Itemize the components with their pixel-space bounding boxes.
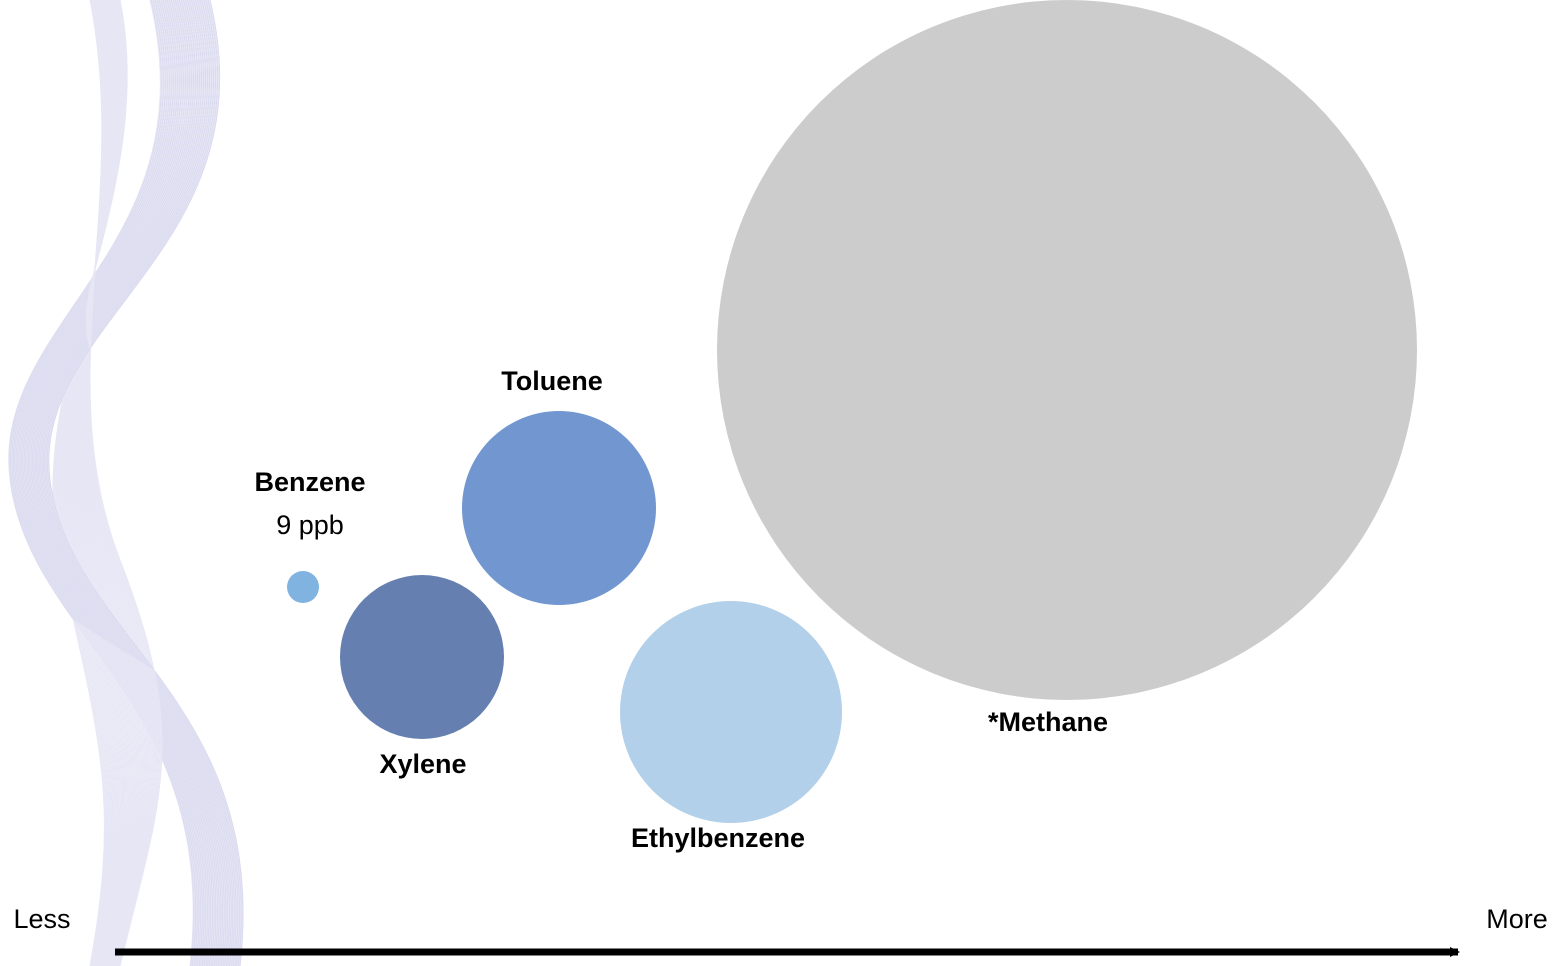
wave-line — [44, 0, 239, 966]
wave-line — [40, 0, 234, 966]
background-waves — [8, 0, 244, 966]
wave-line — [44, 0, 240, 966]
wave-line — [19, 0, 208, 966]
node-label: Ethylbenzene — [631, 823, 805, 853]
benzene-bubble — [287, 571, 319, 603]
wave-line — [34, 0, 226, 966]
wave-line — [89, 0, 163, 966]
wave-line — [23, 0, 213, 966]
wave-line — [8, 0, 195, 966]
wave-line — [36, 0, 230, 966]
wave-line — [29, 0, 220, 966]
ethylbenzene-bubble — [620, 601, 842, 823]
wave-line — [19, 0, 209, 966]
wave-line — [17, 0, 206, 966]
wave-line — [22, 0, 212, 966]
wave-line — [10, 0, 198, 966]
scale-right-label: More — [1486, 904, 1548, 934]
wave-line — [17, 0, 205, 966]
wave-line — [45, 0, 241, 966]
toluene-bubble — [462, 411, 656, 605]
wave-line — [12, 0, 200, 966]
wave-line — [46, 0, 242, 966]
wave-line — [33, 0, 225, 966]
wave-line — [29, 0, 221, 966]
wave-line — [48, 0, 244, 966]
wave-line — [21, 0, 210, 966]
node-note: 9 ppb — [276, 510, 344, 540]
wave-line — [8, 0, 194, 966]
wave-line — [41, 0, 236, 966]
wave-line — [26, 0, 217, 966]
wave-line — [14, 0, 202, 966]
wave-line — [32, 0, 224, 966]
node-label: Toluene — [501, 366, 603, 396]
wave-line — [11, 0, 198, 966]
wave-line — [21, 0, 211, 966]
wave-line — [37, 0, 231, 966]
wave-line — [46, 0, 241, 966]
wave-line — [24, 0, 214, 966]
wave-line — [38, 0, 232, 966]
wave-line — [10, 0, 197, 966]
wave-line — [15, 0, 203, 966]
wave-line — [23, 0, 214, 966]
wave-line — [25, 0, 215, 966]
wave-line — [34, 0, 227, 966]
wave-line — [31, 0, 223, 966]
wave-line — [38, 0, 231, 966]
wave-line — [40, 0, 235, 966]
wave-line — [15, 0, 203, 966]
wave-line — [9, 0, 196, 966]
wave-line — [27, 0, 219, 966]
wave-line — [43, 0, 238, 966]
wave-line — [32, 0, 225, 966]
wave-line — [42, 0, 236, 966]
wave-line — [28, 0, 220, 966]
wave-line — [35, 0, 228, 966]
scale-left-label: Less — [13, 904, 70, 934]
wave-line — [12, 0, 199, 966]
xylene-bubble — [340, 575, 504, 739]
wave-line — [42, 0, 237, 966]
wave-line — [13, 0, 201, 966]
wave-line — [39, 0, 233, 966]
node-label: *Methane — [988, 707, 1108, 737]
wave-line — [27, 0, 218, 966]
wave-line — [20, 0, 209, 966]
wave-line — [30, 0, 222, 966]
node-label: Benzene — [254, 467, 365, 497]
wave-line — [47, 0, 243, 966]
wave-line — [25, 0, 216, 966]
node-label: Xylene — [379, 749, 466, 779]
methane-bubble — [717, 0, 1417, 700]
wave-line — [16, 0, 204, 966]
wave-line — [18, 0, 207, 966]
wave-line — [36, 0, 229, 966]
